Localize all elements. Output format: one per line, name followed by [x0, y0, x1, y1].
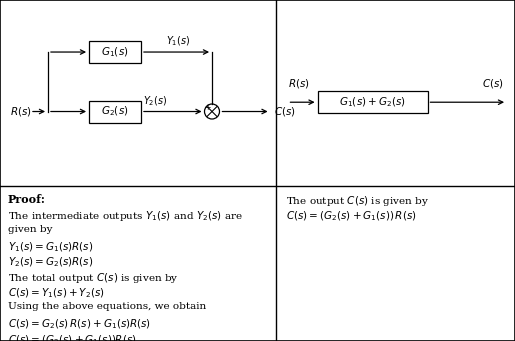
Text: $C(s) = (G_2(s) + G_1(s))\,R(s)$: $C(s) = (G_2(s) + G_1(s))\,R(s)$	[285, 209, 416, 223]
Text: +: +	[204, 103, 211, 112]
Text: $R(s)$: $R(s)$	[10, 105, 32, 118]
Text: $C(s)$: $C(s)$	[273, 105, 295, 118]
Text: $C(s) = (G_2(s) + G_1(s))R(s)$: $C(s) = (G_2(s) + G_1(s))R(s)$	[8, 333, 136, 341]
Text: given by: given by	[8, 225, 53, 234]
Text: Using the above equations, we obtain: Using the above equations, we obtain	[8, 302, 206, 311]
Text: $Y_2(s) = G_2(s)R(s)$: $Y_2(s) = G_2(s)R(s)$	[8, 256, 93, 269]
Text: $G_1(s) + G_2(s)$: $G_1(s) + G_2(s)$	[339, 95, 406, 109]
Text: The output $C(s)$ is given by: The output $C(s)$ is given by	[285, 194, 429, 208]
Bar	[318, 91, 427, 113]
Bar	[89, 101, 141, 122]
Text: $Y_1(s) = G_1(s)R(s)$: $Y_1(s) = G_1(s)R(s)$	[8, 240, 93, 254]
Text: Proof:: Proof:	[8, 194, 46, 205]
Text: $G_2(s)$: $G_2(s)$	[101, 105, 129, 118]
Text: $Y_1(s)$: $Y_1(s)$	[166, 34, 191, 48]
Bar	[89, 41, 141, 63]
Text: The total output $C(s)$ is given by: The total output $C(s)$ is given by	[8, 271, 179, 285]
Text: $R(s)$: $R(s)$	[287, 77, 310, 90]
Text: $G_1(s)$: $G_1(s)$	[101, 45, 129, 59]
Text: $Y_2(s)$: $Y_2(s)$	[143, 94, 167, 107]
Text: The intermediate outputs $Y_1(s)$ and $Y_2(s)$ are: The intermediate outputs $Y_1(s)$ and $Y…	[8, 209, 243, 223]
Circle shape	[204, 104, 219, 119]
Text: $C(s) = G_2(s)\,R(s) + G_1(s)R(s)$: $C(s) = G_2(s)\,R(s) + G_1(s)R(s)$	[8, 318, 151, 331]
Text: $C(s) = Y_1(s) + Y_2(s)$: $C(s) = Y_1(s) + Y_2(s)$	[8, 287, 105, 300]
Text: $C(s)$: $C(s)$	[482, 77, 504, 90]
